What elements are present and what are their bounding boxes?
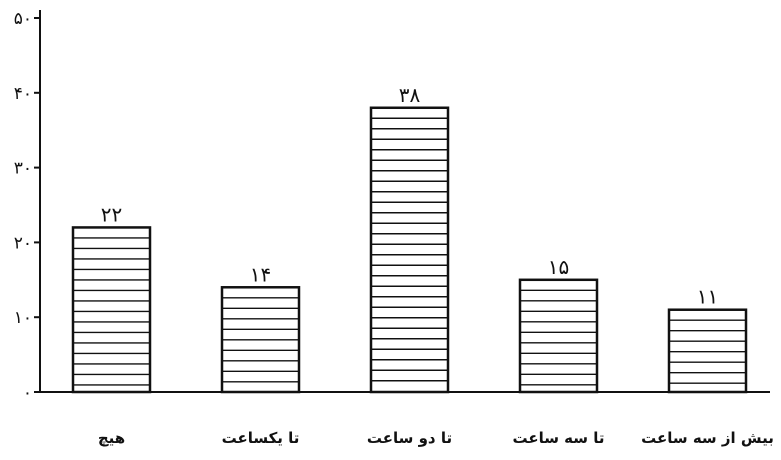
y-tick-label: ۲۰ xyxy=(14,233,32,253)
y-axis-ticks: ۰ ۱۰ ۲۰ ۳۰ ۴۰ ۵۰ xyxy=(14,9,40,403)
bar xyxy=(71,226,152,394)
bar-value-label: ۲۲ xyxy=(101,202,122,226)
bar-value-label: ۳۸ xyxy=(399,83,421,107)
category-label: تا سه ساعت xyxy=(512,429,604,447)
bar-value-label: ۱۵ xyxy=(548,255,569,279)
y-tick-label: ۰ xyxy=(23,383,32,403)
category-label: تا یکساعت xyxy=(222,429,300,447)
bar-value-label: ۱۴ xyxy=(250,262,271,286)
bar xyxy=(369,106,450,394)
y-tick-label: ۳۰ xyxy=(14,159,32,179)
category-label: هیچ xyxy=(98,429,125,447)
category-label: تا دو ساعت xyxy=(367,429,452,447)
bar xyxy=(220,286,301,394)
bar xyxy=(518,278,599,394)
category-label: بیش از سه ساعت xyxy=(641,429,774,447)
bar xyxy=(667,308,748,394)
y-tick-label: ۱۰ xyxy=(14,308,32,328)
bars xyxy=(71,106,748,394)
value-labels: ۲۲ ۱۴ ۳۸ ۱۵ ۱۱ xyxy=(101,83,718,309)
bar-value-label: ۱۱ xyxy=(697,285,718,309)
y-tick-label: ۵۰ xyxy=(14,9,32,29)
y-tick-label: ۴۰ xyxy=(14,84,32,104)
category-labels: هیچ تا یکساعت تا دو ساعت تا سه ساعت بیش از س… xyxy=(98,429,774,447)
